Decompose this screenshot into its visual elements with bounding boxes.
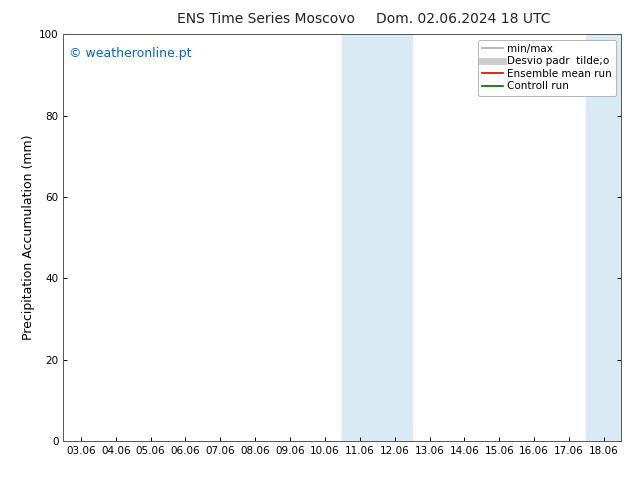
- Text: ENS Time Series Moscovo: ENS Time Series Moscovo: [178, 12, 355, 26]
- Y-axis label: Precipitation Accumulation (mm): Precipitation Accumulation (mm): [22, 135, 35, 341]
- Bar: [586, 34, 634, 441]
- Legend: min/max, Desvio padr  tilde;o, Ensemble mean run, Controll run: min/max, Desvio padr tilde;o, Ensemble m…: [478, 40, 616, 96]
- Text: © weatheronline.pt: © weatheronline.pt: [69, 47, 191, 59]
- Text: Dom. 02.06.2024 18 UTC: Dom. 02.06.2024 18 UTC: [375, 12, 550, 26]
- Bar: [342, 34, 412, 441]
